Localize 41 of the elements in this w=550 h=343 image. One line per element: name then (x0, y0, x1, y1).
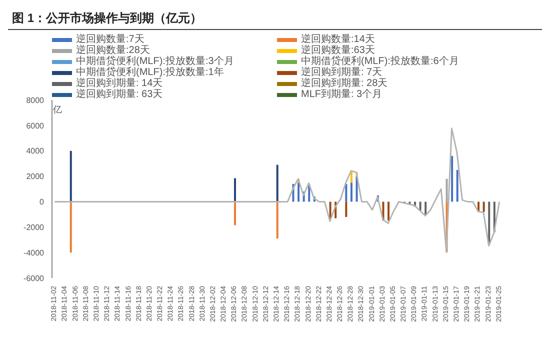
legend-label: 逆回购到期量: 28天 (300, 78, 389, 89)
bar (70, 202, 72, 253)
bar (456, 170, 458, 202)
y-axis-title: 亿 (52, 104, 62, 114)
y-tick-label: 2000 (26, 172, 45, 182)
bar (388, 202, 390, 221)
legend-label: 逆回购数量:14天 (300, 34, 376, 45)
legend-label: 逆回购到期量: 7天 (300, 67, 384, 78)
bar (70, 150, 72, 202)
bar (345, 184, 348, 202)
y-tick-label: -6000 (24, 274, 45, 283)
bar (482, 202, 485, 212)
legend-label: 中期借贷便利(MLF):投放数量:3个月 (75, 56, 235, 67)
bar (446, 178, 448, 202)
line-series (54, 128, 500, 253)
bar (298, 182, 300, 202)
bar (350, 182, 352, 202)
bar (488, 202, 490, 245)
legend-label: 逆回购数量:63天 (300, 45, 376, 56)
bar (419, 202, 422, 211)
bar (451, 156, 454, 202)
legend-label: 逆回购到期量: 63天 (75, 89, 164, 100)
y-tick-label: 4000 (26, 146, 45, 156)
y-tick-label: -4000 (24, 248, 45, 258)
bar (234, 178, 236, 202)
y-tick-label: 6000 (26, 121, 45, 130)
bar (276, 202, 278, 239)
bar (424, 202, 427, 214)
chart-title: 图 1：公开市场操作与到期（亿元） (8, 8, 542, 30)
legend-label: 逆回购数量:28天 (75, 45, 151, 56)
bar (276, 164, 278, 202)
bar (345, 202, 348, 217)
legend-label: 逆回购数量:7天 (75, 34, 146, 45)
bar (234, 202, 236, 226)
y-tick-label: -2000 (24, 222, 45, 232)
y-tick-label: 8000 (26, 96, 45, 105)
y-tick-label: 0 (40, 198, 45, 207)
legend-label: MLF到期量: 3个月 (300, 89, 384, 100)
legend-label: 中期借贷便利(MLF):投放数量:6个月 (300, 56, 460, 67)
legend-label: 中期借贷便利(MLF):投放数量:1年 (75, 67, 225, 78)
legend-label: 逆回购到期量: 14天 (75, 78, 164, 89)
